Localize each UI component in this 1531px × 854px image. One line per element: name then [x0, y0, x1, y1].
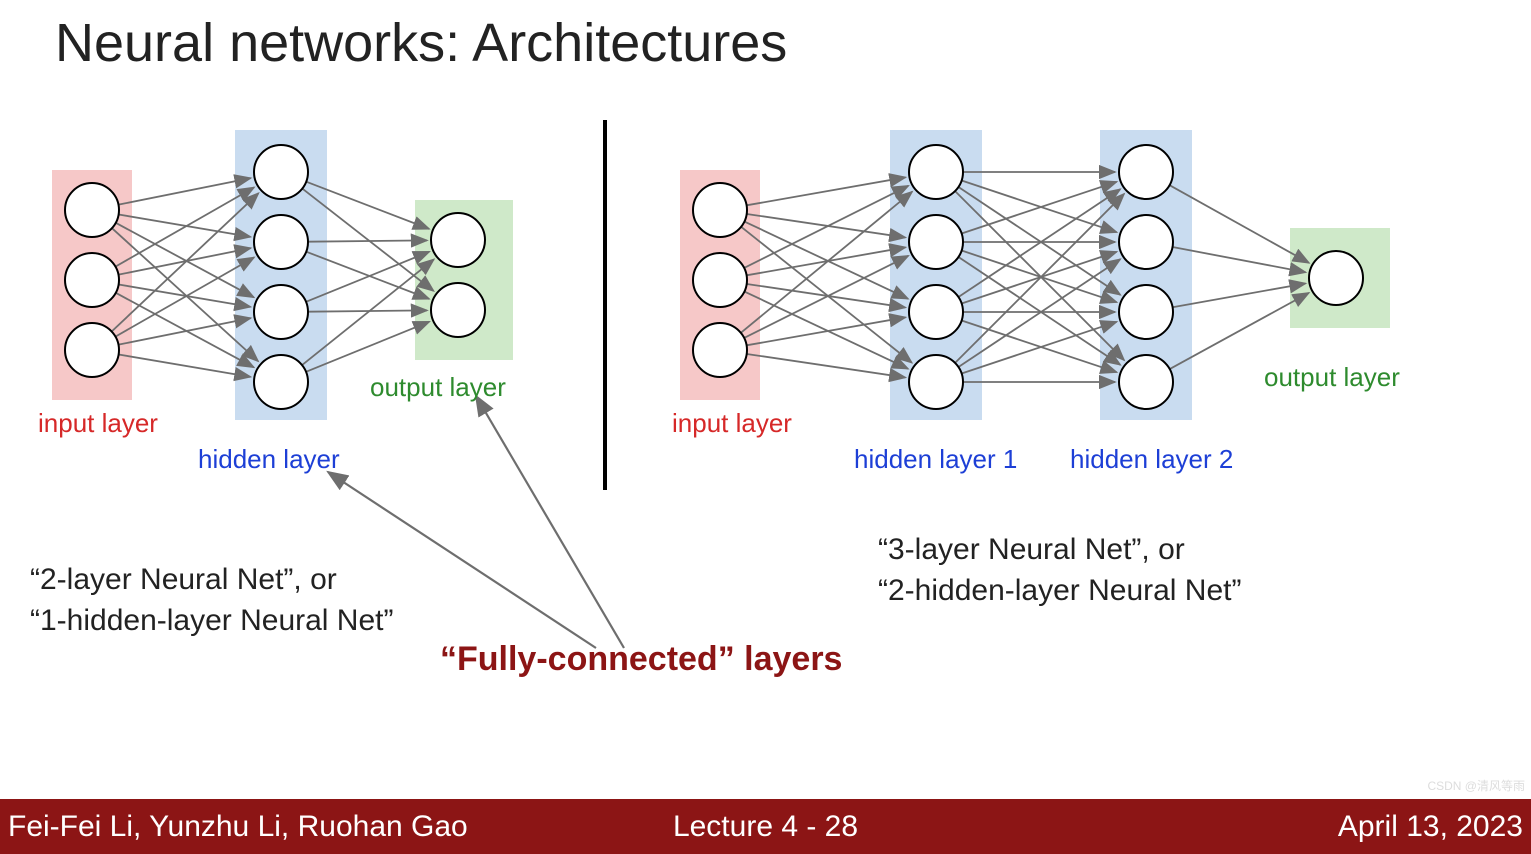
edge	[744, 256, 908, 338]
footer-date: April 13, 2023	[1338, 810, 1523, 844]
edge	[744, 186, 908, 268]
hidden1-label: hidden layer 1	[854, 444, 1017, 474]
input-node	[693, 183, 747, 237]
hidden1-node	[909, 285, 963, 339]
caption-right: “3-layer Neural Net”, or “2-hidden-layer…	[878, 530, 1242, 611]
watermark: CSDN @清风等雨	[1427, 777, 1525, 794]
input-label: input layer	[672, 408, 792, 438]
edge	[747, 317, 906, 345]
edge	[747, 177, 906, 205]
edge	[741, 192, 912, 333]
output-label: output layer	[1264, 362, 1400, 392]
caption-left: “2-layer Neural Net”, or “1-hidden-layer…	[30, 560, 394, 641]
caption-right-line1: “3-layer Neural Net”, or	[878, 533, 1185, 566]
hidden2-node	[1119, 355, 1173, 409]
hidden2-node	[1119, 215, 1173, 269]
fully-connected-label: “Fully-connected” layers	[440, 640, 842, 679]
footer-lecture: Lecture 4 - 28	[673, 810, 858, 844]
footer-bar: Fei-Fei Li, Yunzhu Li, Ruohan Gao Lectur…	[0, 799, 1531, 854]
edge	[747, 247, 906, 275]
hidden1-node	[909, 355, 963, 409]
slide: Neural networks: Architectures input lay…	[0, 0, 1531, 854]
edge	[958, 189, 1120, 297]
hidden2-label: hidden layer 2	[1070, 444, 1233, 474]
hidden1-node	[909, 145, 963, 199]
input-node	[693, 253, 747, 307]
edge	[958, 257, 1120, 365]
caption-right-line2: “2-hidden-layer Neural Net”	[878, 574, 1242, 607]
edges	[741, 172, 1309, 382]
network-right: input layer hidden layer 1 hidden layer 2 o…	[0, 0, 1531, 854]
input-node	[693, 323, 747, 377]
hidden1-node	[909, 215, 963, 269]
hidden2-node	[1119, 145, 1173, 199]
hidden2-node	[1119, 285, 1173, 339]
caption-left-line1: “2-layer Neural Net”, or	[30, 563, 337, 596]
output-node	[1309, 251, 1363, 305]
edge	[747, 354, 906, 378]
edge	[1173, 283, 1306, 307]
footer-authors: Fei-Fei Li, Yunzhu Li, Ruohan Gao	[8, 810, 468, 844]
caption-left-line2: “1-hidden-layer Neural Net”	[30, 604, 394, 637]
